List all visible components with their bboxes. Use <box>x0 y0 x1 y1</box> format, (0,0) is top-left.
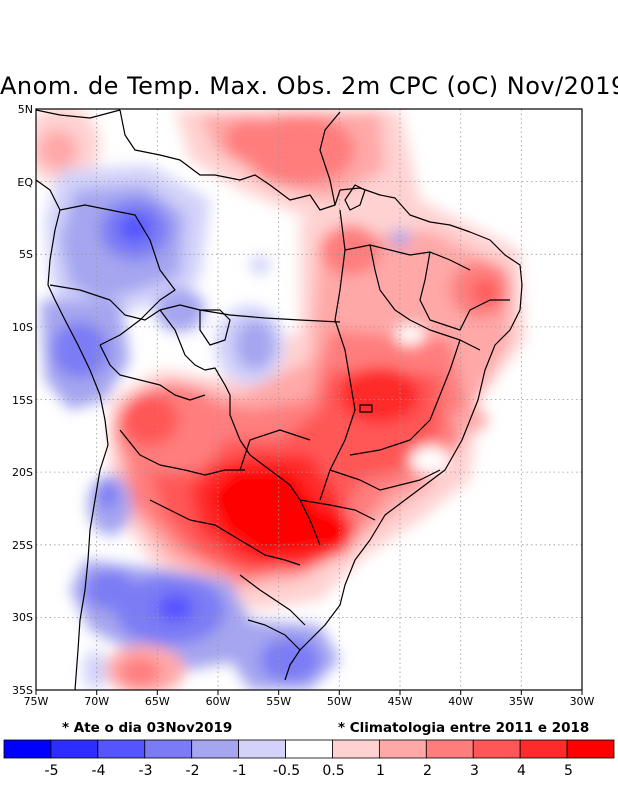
paraguay-argentina-border <box>149 499 301 566</box>
peru-bolivia-border <box>99 344 206 401</box>
colorbar-label: -5 <box>45 763 59 779</box>
colorbar-swatch <box>472 739 521 759</box>
colorbar-label: 3 <box>470 763 479 779</box>
lat-label: 5S <box>19 248 33 261</box>
coastlines-and-borders <box>36 109 523 690</box>
colorbar-label: 2 <box>423 763 432 779</box>
lat-label: EQ <box>17 176 33 189</box>
northern-border <box>36 109 341 211</box>
gridlines <box>36 109 582 690</box>
bolivia-border <box>159 309 321 546</box>
anomaly-field <box>36 109 525 690</box>
rondonia-border <box>199 309 231 346</box>
uruguay-border <box>247 619 301 651</box>
lon-label: 50W <box>327 695 352 708</box>
argentina-brazil-border <box>239 574 306 626</box>
map-title: Anom. de Temp. Max. Obs. 2m CPC (oC) Nov… <box>0 72 618 100</box>
state-border-c <box>369 244 481 351</box>
colorbar-swatch <box>50 739 99 759</box>
colorbar-label: -4 <box>92 763 106 779</box>
federal-district <box>359 404 373 413</box>
amazon-state-border <box>49 284 341 323</box>
colorbar-swatch <box>144 739 193 759</box>
colorbar-swatch <box>238 739 286 759</box>
colombia-peru-border <box>59 204 176 346</box>
colorbar-label: -0.5 <box>273 763 300 779</box>
colorbar-swatch <box>97 739 146 759</box>
colorbar-label: 5 <box>564 763 573 779</box>
colorbar-swatch <box>285 739 333 759</box>
lat-label: 15S <box>12 394 33 407</box>
note-climatology: * Climatologia entre 2011 e 2018 <box>338 720 590 736</box>
colorbar-swatch <box>191 739 240 759</box>
lon-label: 40W <box>448 695 473 708</box>
lat-label: 30S <box>12 611 33 624</box>
lat-label: 10S <box>12 321 33 334</box>
lat-labels: 5N EQ 5S 10S 15S 20S 25S 30S 35S <box>12 103 33 697</box>
state-border-d <box>419 251 510 331</box>
colorbar-label: 1 <box>376 763 385 779</box>
lon-label: 60W <box>206 695 231 708</box>
state-border-h <box>239 429 311 471</box>
state-border-g <box>299 499 376 521</box>
colorbar-swatch <box>378 739 427 759</box>
lat-label: 25S <box>12 539 33 552</box>
french-guiana-border <box>319 111 341 206</box>
lon-label: 65W <box>145 695 170 708</box>
colorbar-swatch <box>566 739 615 759</box>
colorbar-labels: -5 -4 -3 -2 -1 -0.5 0.5 1 2 3 4 5 <box>45 763 573 779</box>
lat-label: 5N <box>18 103 33 116</box>
colorbar-label: -1 <box>233 763 247 779</box>
lon-label: 55W <box>266 695 291 708</box>
colorbar-swatch <box>3 739 52 759</box>
state-border-f <box>329 469 441 491</box>
colorbar-swatch <box>332 739 380 759</box>
marajo-island <box>344 184 366 211</box>
lon-label: 75W <box>24 695 49 708</box>
state-border-e <box>349 339 461 456</box>
brazil-coastline <box>284 187 523 681</box>
lat-label: 35S <box>12 684 33 697</box>
state-border-a <box>319 209 356 501</box>
pacific-coastline <box>36 179 109 690</box>
colorbar-label: 0.5 <box>322 763 344 779</box>
colorbar-swatch <box>425 739 474 759</box>
note-date: * Ate o dia 03Nov2019 <box>62 720 233 736</box>
lon-label: 70W <box>84 695 109 708</box>
colorbar <box>3 739 615 759</box>
lon-label: 30W <box>570 695 595 708</box>
colorbar-label: 4 <box>517 763 526 779</box>
lon-label: 35W <box>509 695 534 708</box>
bolivia-paraguay-border <box>119 429 245 476</box>
plot-frame <box>35 108 583 691</box>
lon-labels: 75W 70W 65W 60W 55W 50W 45W 40W 35W 30W <box>24 695 595 708</box>
colorbar-label: -3 <box>139 763 153 779</box>
lon-ticks <box>35 690 583 695</box>
lat-label: 20S <box>12 466 33 479</box>
colorbar-label: -2 <box>186 763 200 779</box>
lon-label: 45W <box>388 695 413 708</box>
colorbar-swatch <box>519 739 568 759</box>
